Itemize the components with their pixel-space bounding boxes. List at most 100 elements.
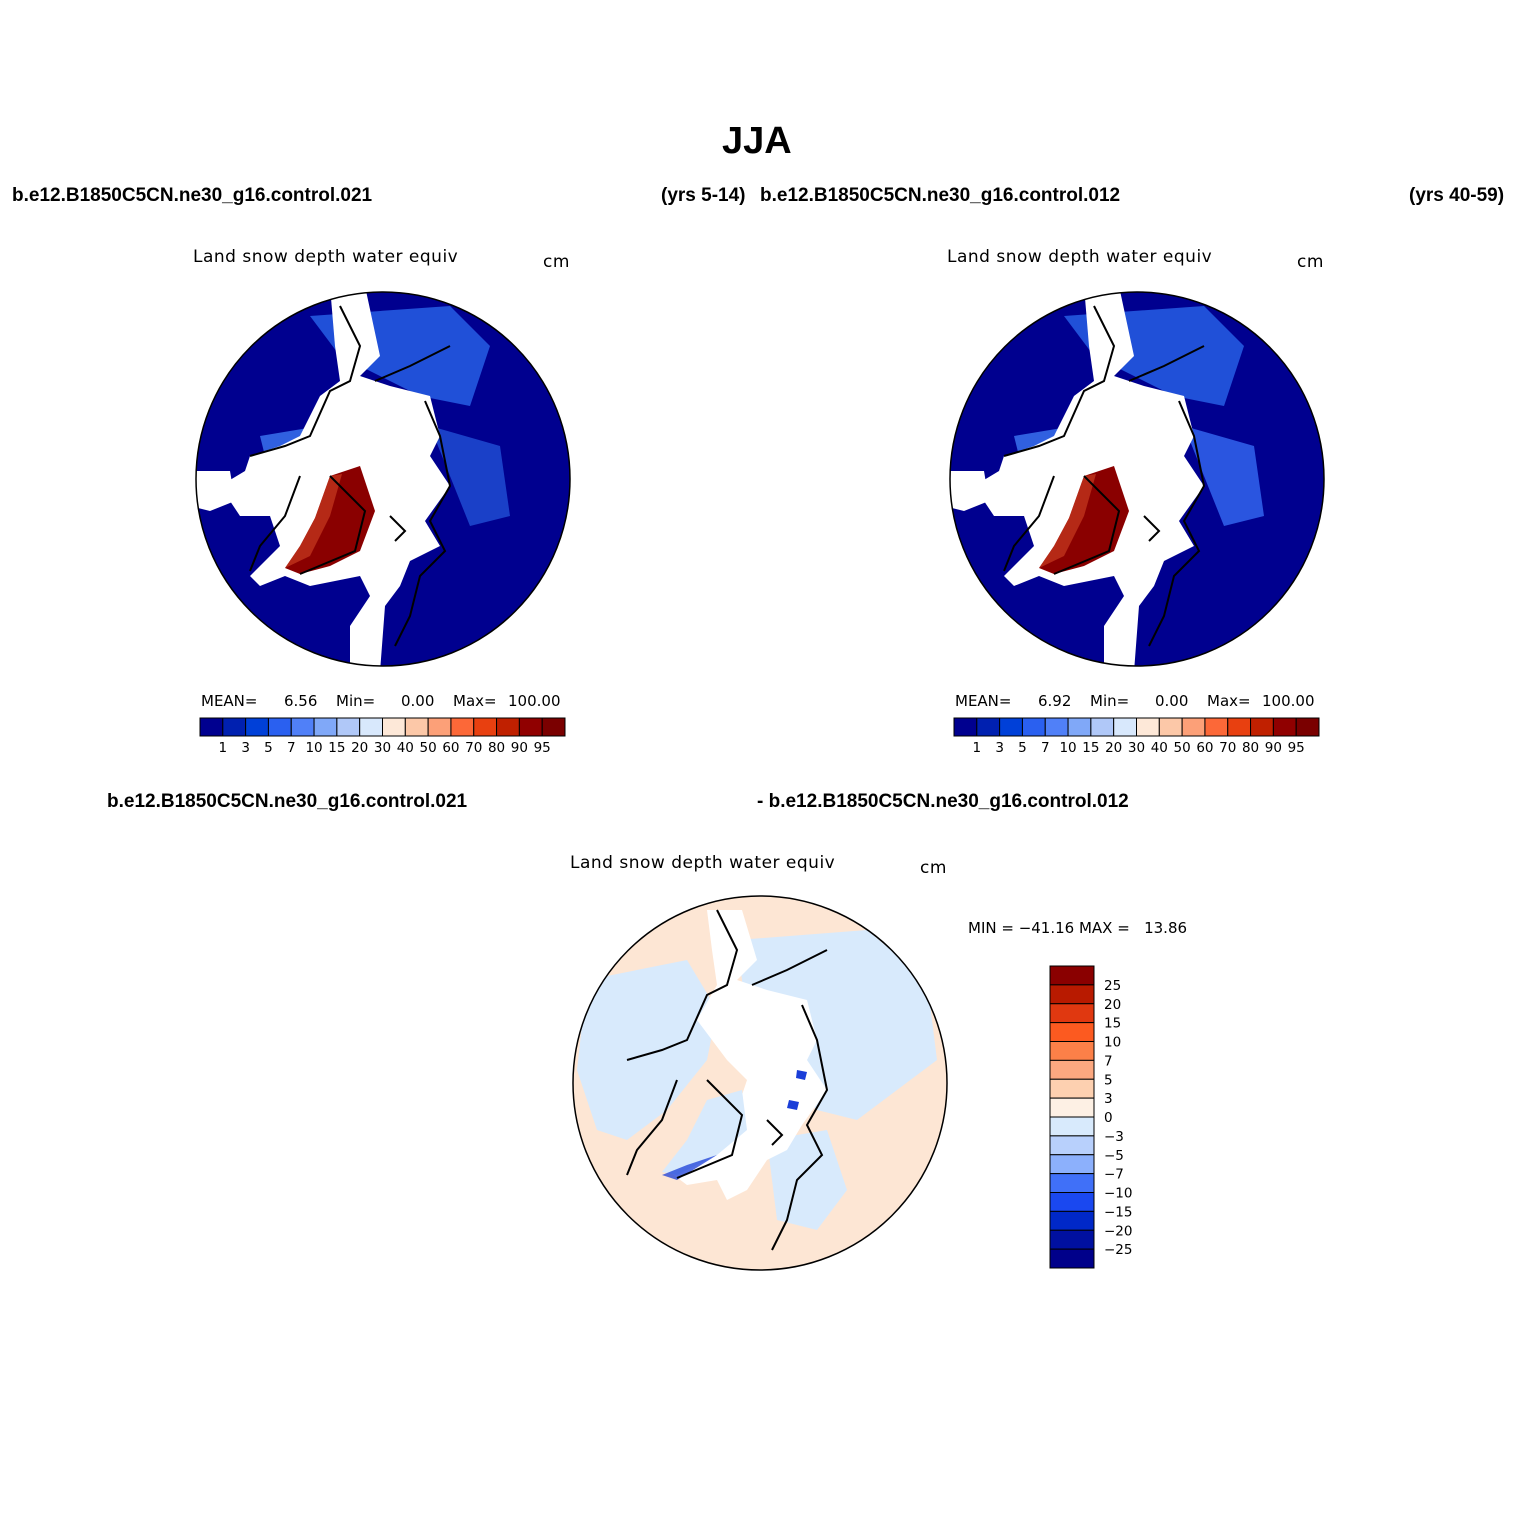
top-left-years: (yrs 5-14) <box>661 185 746 206</box>
diff-strong-negative-spot-2 <box>787 1100 799 1110</box>
panel1-colorbar-label: 95 <box>534 740 551 756</box>
panel2-colorbar-label: 40 <box>1151 740 1168 756</box>
diff-colorbar-label: 20 <box>1104 997 1121 1013</box>
diff-colorbar-label: 0 <box>1104 1110 1113 1126</box>
diff-units-label: cm <box>920 858 947 878</box>
panel1-colorbar-label: 30 <box>374 740 391 756</box>
panel2-colorbar-label: 5 <box>1018 740 1027 756</box>
diff-colorbar-box <box>1049 1210 1095 1231</box>
panel2-colorbar-box <box>1090 717 1115 737</box>
diff-colorbar-label: −10 <box>1104 1186 1133 1202</box>
panel1-colorbar-box <box>450 717 475 737</box>
page-title: JJA <box>722 120 792 162</box>
bottom-case-b: - b.e12.B1850C5CN.ne30_g16.control.012 <box>757 791 1129 812</box>
panel1-colorbar: 1 3 5 7 10 15 20 30 40 50 60 70 80 90 95 <box>199 717 566 756</box>
panel1-coastlines <box>249 305 452 647</box>
panel2-colorbar-box <box>1181 717 1206 737</box>
diff-colorbar: 25 20 15 10 7 5 3 0 −3 −5 −7 −10 −15 −20 −25 <box>1049 965 1133 1269</box>
diff-colorbar-label: 15 <box>1104 1016 1121 1032</box>
panel2-coastlines <box>1003 305 1206 647</box>
panel1-colorbar-box <box>496 717 520 737</box>
panel1-min-value: 0.00 <box>401 692 435 710</box>
panel2-variable-label: Land snow depth water equiv <box>947 247 1213 267</box>
diff-colorbar-label: −15 <box>1104 1204 1133 1220</box>
panel1-light-snow-area-2 <box>430 426 510 526</box>
panel1-colorbar-label: 20 <box>351 740 368 756</box>
diff-colorbar-box <box>1049 1154 1095 1175</box>
panel1-colorbar-box <box>313 717 338 737</box>
diff-negative-area <box>577 960 717 1140</box>
diff-colorbar-label: 3 <box>1104 1091 1113 1107</box>
panel2-colorbar-label: 70 <box>1219 740 1236 756</box>
diff-colorbar-box <box>1049 1078 1095 1099</box>
diff-colorbar-box <box>1049 1135 1095 1156</box>
diff-polar-map <box>572 895 948 1271</box>
diff-colorbar-label: −25 <box>1104 1242 1133 1258</box>
diff-colorbar-label: −7 <box>1104 1167 1124 1183</box>
diff-strong-negative-spot <box>796 1070 807 1080</box>
panel2-units-label: cm <box>1297 252 1324 272</box>
panel2-colorbar-box <box>1044 717 1069 737</box>
panel2-colorbar-label: 1 <box>973 740 982 756</box>
panel2-colorbar-label: 80 <box>1242 740 1259 756</box>
panel1-colorbar-box <box>245 717 269 737</box>
panel1-colorbar-label: 90 <box>511 740 528 756</box>
diff-colorbar-box <box>1049 1097 1095 1118</box>
diff-colorbar-box <box>1049 965 1095 986</box>
panel2-colorbar: 1 3 5 7 10 15 20 30 40 50 60 70 80 90 95 <box>953 717 1320 756</box>
top-left-case-name: b.e12.B1850C5CN.ne30_g16.control.021 <box>12 185 373 206</box>
panel2-colorbar-box <box>976 717 1001 737</box>
diff-strong-negative-edge <box>662 1155 717 1180</box>
diff-colorbar-label: 10 <box>1104 1035 1121 1051</box>
diff-colorbar-label: −20 <box>1104 1223 1133 1239</box>
top-right-years: (yrs 40-59) <box>1409 185 1505 206</box>
panel2-colorbar-label: 50 <box>1174 740 1191 756</box>
panel1-colorbar-box <box>336 717 361 737</box>
panel1-colorbar-label: 7 <box>287 740 296 756</box>
panel1-colorbar-box <box>404 717 429 737</box>
panel2-colorbar-label: 15 <box>1082 740 1099 756</box>
panel2-colorbar-box <box>1113 717 1137 737</box>
panel2-colorbar-label: 20 <box>1105 740 1122 756</box>
diff-colorbar-label: −3 <box>1104 1129 1124 1145</box>
panel1-colorbar-label: 70 <box>465 740 482 756</box>
panel1-colorbar-label: 5 <box>264 740 273 756</box>
panel1-polar-map <box>195 291 571 667</box>
diff-colorbar-box <box>1049 1022 1095 1042</box>
panel1-colorbar-box <box>518 717 543 737</box>
diff-colorbar-label: −5 <box>1104 1148 1124 1164</box>
panel2-colorbar-box <box>1021 717 1046 737</box>
diff-colorbar-box <box>1049 1116 1095 1137</box>
panel1-colorbar-box <box>541 717 566 737</box>
panel2-min-label: Min= <box>1090 692 1130 710</box>
panel2-polar-map <box>949 291 1325 667</box>
panel1-colorbar-label: 3 <box>241 740 250 756</box>
panel1-colorbar-box <box>382 717 406 737</box>
panel1-max-label: Max= <box>453 692 497 710</box>
diff-coastlines <box>626 909 829 1251</box>
panel2-colorbar-box <box>1227 717 1252 737</box>
diff-zero-area <box>667 910 827 1200</box>
panel2-max-value: 100.00 <box>1262 692 1315 710</box>
panel2-colorbar-label: 3 <box>995 740 1004 756</box>
panel1-colorbar-box <box>290 717 315 737</box>
panel2-mean-value: 6.92 <box>1038 692 1072 710</box>
panel2-colorbar-box <box>1067 717 1092 737</box>
panel1-colorbar-box <box>267 717 292 737</box>
diff-negative-area-3 <box>767 1130 847 1230</box>
panel2-colorbar-box <box>1204 717 1229 737</box>
panel1-variable-label: Land snow depth water equiv <box>193 247 459 267</box>
panel2-colorbar-box <box>1272 717 1297 737</box>
panel2-colorbar-label: 30 <box>1128 740 1145 756</box>
panel1-colorbar-label: 50 <box>420 740 437 756</box>
panel1-colorbar-label: 40 <box>397 740 414 756</box>
panel1-colorbar-label: 1 <box>219 740 228 756</box>
panel1-mean-value: 6.56 <box>284 692 318 710</box>
diff-minmax-label: MIN = −41.16 MAX = 13.86 <box>968 919 1188 937</box>
panel2-max-label: Max= <box>1207 692 1251 710</box>
panel2-colorbar-label: 95 <box>1288 740 1305 756</box>
panel2-colorbar-label: 7 <box>1041 740 1050 756</box>
panel1-mean-label: MEAN= <box>201 692 258 710</box>
panel1-snow-free-land-2 <box>196 471 235 511</box>
panel2-colorbar-label: 10 <box>1059 740 1076 756</box>
